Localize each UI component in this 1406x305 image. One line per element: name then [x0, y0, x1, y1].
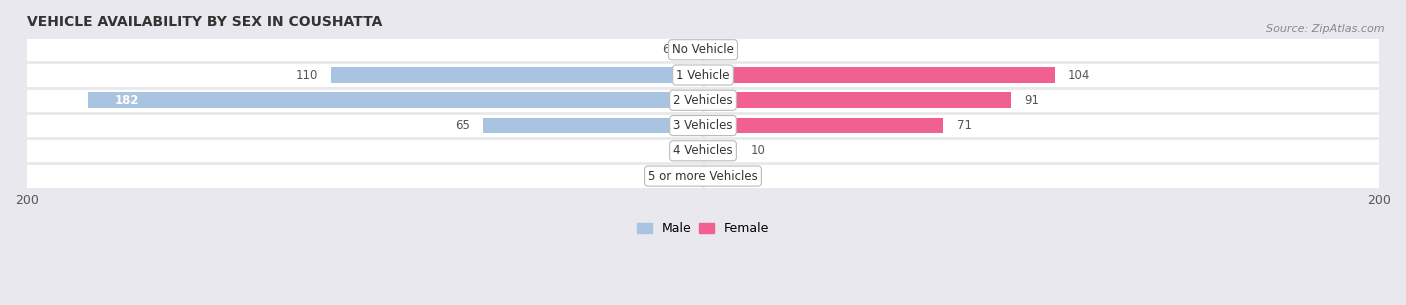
Bar [27, 138, 1379, 163]
Text: 6: 6 [662, 43, 669, 56]
Bar [484, 118, 703, 133]
Text: 5 or more Vehicles: 5 or more Vehicles [648, 170, 758, 183]
Bar [703, 42, 717, 58]
Bar [27, 164, 1379, 188]
Bar [683, 42, 703, 58]
Text: VEHICLE AVAILABILITY BY SEX IN COUSHATTA: VEHICLE AVAILABILITY BY SEX IN COUSHATTA [27, 15, 382, 29]
Bar [703, 92, 1011, 108]
Bar [693, 168, 703, 184]
Text: No Vehicle: No Vehicle [672, 43, 734, 56]
Text: 0: 0 [682, 170, 689, 183]
Text: 104: 104 [1069, 69, 1091, 81]
Text: 3 Vehicles: 3 Vehicles [673, 119, 733, 132]
Text: 0: 0 [682, 144, 689, 157]
Bar [703, 143, 737, 159]
Bar [703, 118, 943, 133]
Bar [27, 63, 1379, 88]
Bar [27, 38, 1379, 62]
Bar [332, 67, 703, 83]
Bar [87, 92, 703, 108]
Bar [27, 113, 1379, 138]
Text: 65: 65 [456, 119, 470, 132]
Text: 4 Vehicles: 4 Vehicles [673, 144, 733, 157]
Bar [703, 67, 1054, 83]
Text: 0: 0 [717, 170, 724, 183]
Legend: Male, Female: Male, Female [631, 217, 775, 240]
Text: 2 Vehicles: 2 Vehicles [673, 94, 733, 107]
Bar [693, 143, 703, 159]
Bar [703, 168, 713, 184]
Text: Source: ZipAtlas.com: Source: ZipAtlas.com [1267, 24, 1385, 34]
Text: 10: 10 [751, 144, 765, 157]
Text: 4: 4 [730, 43, 738, 56]
Bar [27, 88, 1379, 113]
Text: 71: 71 [956, 119, 972, 132]
Text: 91: 91 [1024, 94, 1039, 107]
Text: 110: 110 [295, 69, 318, 81]
Text: 1 Vehicle: 1 Vehicle [676, 69, 730, 81]
Text: 182: 182 [115, 94, 139, 107]
